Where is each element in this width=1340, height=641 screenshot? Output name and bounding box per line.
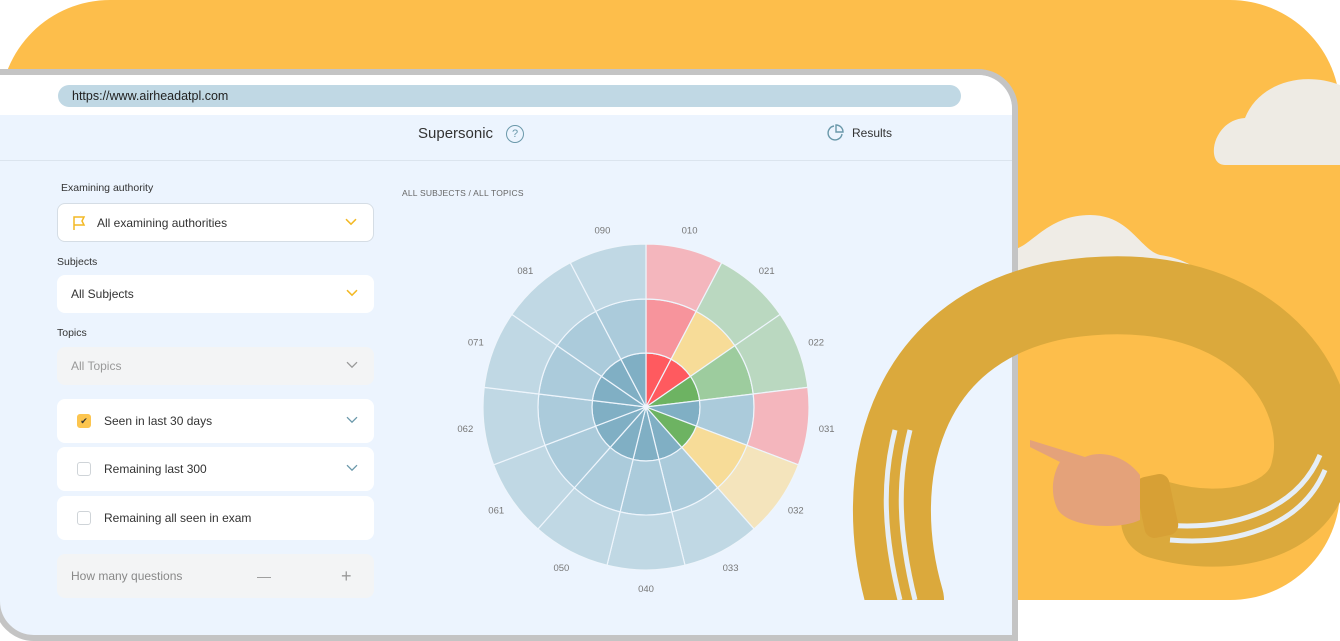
- checkbox[interactable]: [77, 462, 91, 476]
- sector-label-032: 032: [788, 505, 804, 516]
- sector-label-071: 071: [468, 337, 484, 348]
- sector-label-040: 040: [638, 584, 654, 595]
- subjects-value: All Subjects: [71, 287, 134, 301]
- subjects-select[interactable]: All Subjects: [57, 275, 374, 313]
- page-title: Supersonic: [418, 125, 494, 142]
- authority-label: Examining authority: [61, 182, 154, 194]
- subjects-label: Subjects: [57, 256, 98, 268]
- sector-label-090: 090: [595, 225, 611, 236]
- sector-label-031: 031: [819, 424, 835, 435]
- checkbox-checked[interactable]: ✔: [77, 414, 91, 428]
- topics-select[interactable]: All Topics: [57, 347, 374, 385]
- option-remaining-last-300[interactable]: Remaining last 300: [57, 447, 374, 491]
- chevron-down-icon[interactable]: [346, 416, 358, 424]
- breadcrumb: ALL SUBJECTS / ALL TOPICS: [402, 188, 524, 198]
- chevron-down-icon[interactable]: [346, 464, 358, 472]
- chevron-down-icon: [346, 289, 358, 297]
- sector-label-022: 022: [808, 337, 824, 348]
- sector-label-062: 062: [457, 424, 473, 435]
- topics-label: Topics: [57, 327, 87, 339]
- authority-select[interactable]: All examining authorities: [57, 203, 374, 242]
- option-label: Remaining last 300: [104, 462, 207, 476]
- address-bar[interactable]: https://www.airheadatpl.com: [58, 85, 961, 107]
- browser-window: https://www.airheadatpl.com Supersonic ?…: [0, 69, 1018, 641]
- sector-label-081: 081: [517, 266, 533, 277]
- sector-090-outer[interactable]: [569, 243, 647, 313]
- flag-icon: [73, 215, 86, 230]
- option-label: Remaining all seen in exam: [104, 511, 252, 525]
- option-label: Seen in last 30 days: [104, 414, 213, 428]
- question-circle-icon[interactable]: ?: [506, 125, 524, 143]
- authority-value: All examining authorities: [97, 215, 228, 230]
- pie-chart-icon: [827, 124, 844, 141]
- sector-label-061: 061: [488, 505, 504, 516]
- results-label: Results: [852, 126, 893, 140]
- cloud-icon: [1213, 79, 1340, 165]
- results-button[interactable]: Results: [826, 124, 892, 142]
- arm-illustration: [852, 256, 1340, 600]
- browser-toolbar: https://www.airheadatpl.com: [0, 75, 1012, 115]
- option-seen-last-30-days[interactable]: ✔ Seen in last 30 days: [57, 399, 374, 443]
- topics-value: All Topics: [71, 359, 122, 373]
- questions-stepper[interactable]: How many questions — +: [57, 554, 374, 598]
- chevron-down-icon: [346, 361, 358, 369]
- minus-button[interactable]: —: [257, 568, 271, 584]
- checkbox[interactable]: [77, 511, 91, 525]
- option-remaining-all-seen[interactable]: Remaining all seen in exam: [57, 496, 374, 540]
- questions-input[interactable]: How many questions: [71, 569, 183, 583]
- sector-label-021: 021: [759, 266, 775, 277]
- sector-label-010: 010: [682, 225, 698, 236]
- plus-button[interactable]: +: [341, 565, 352, 586]
- sunburst-chart: 010 021 022 031 032 033 040 050 061 062 071 081 090: [457, 225, 835, 595]
- chevron-down-icon: [345, 218, 357, 225]
- app-header: Supersonic ? Results: [0, 115, 1012, 161]
- sector-label-033: 033: [723, 563, 739, 574]
- sector-label-050: 050: [553, 563, 569, 574]
